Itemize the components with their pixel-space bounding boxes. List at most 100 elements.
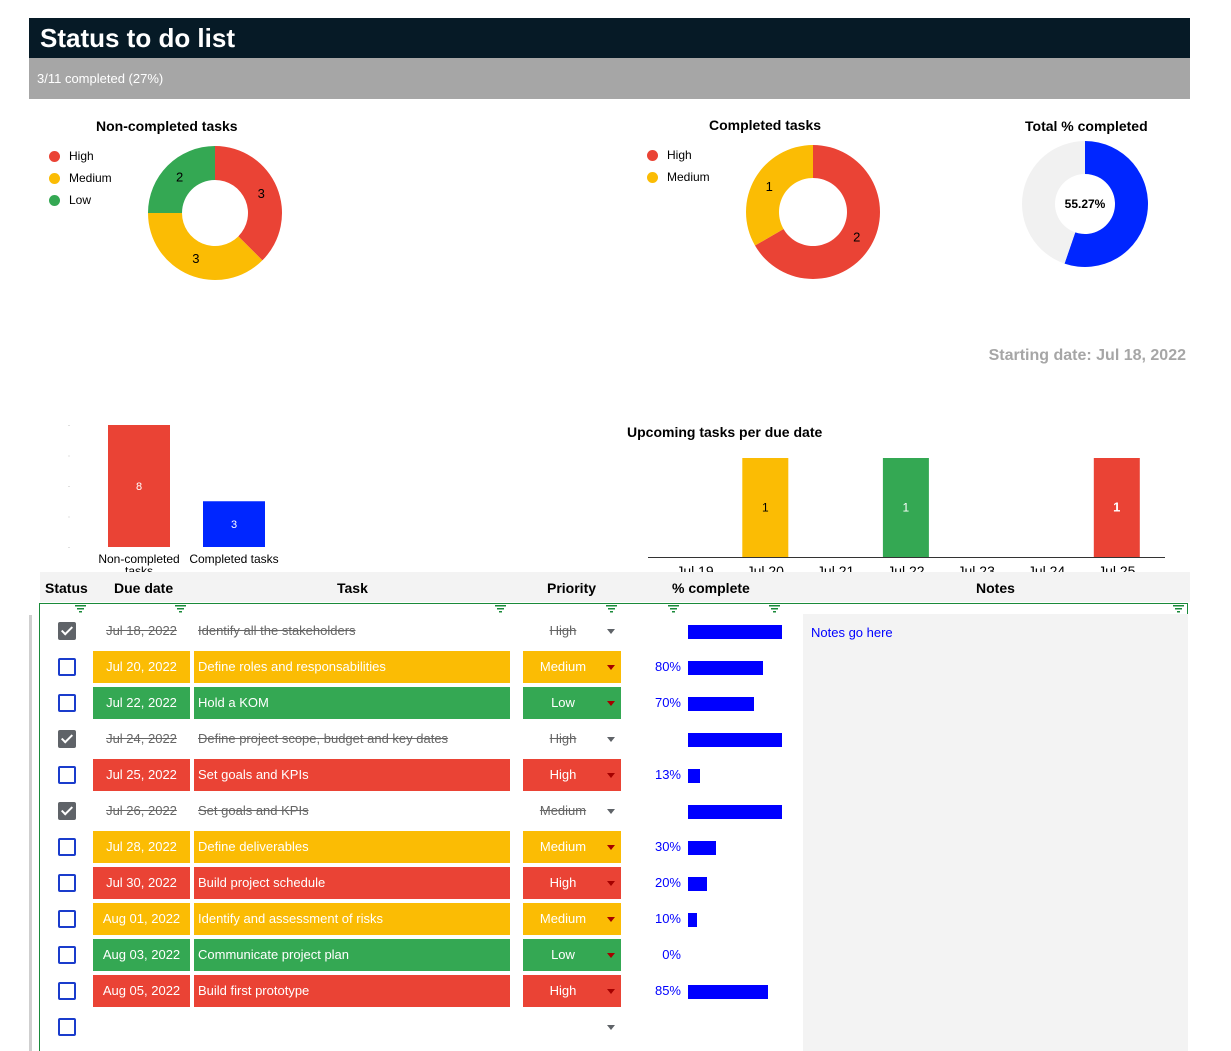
chevron-down-icon[interactable] bbox=[607, 809, 615, 814]
status-checkbox[interactable] bbox=[58, 910, 76, 928]
priority-dropdown[interactable]: Low bbox=[523, 939, 621, 971]
status-checkbox[interactable] bbox=[58, 766, 76, 784]
status-checkbox[interactable] bbox=[58, 658, 76, 676]
filter-icon[interactable] bbox=[175, 605, 186, 613]
progress-bar bbox=[688, 697, 754, 711]
due-date-cell[interactable]: Jul 28, 2022 bbox=[93, 831, 190, 863]
legend-item-medium: Medium bbox=[647, 166, 710, 188]
status-checkbox[interactable] bbox=[58, 946, 76, 964]
task-cell[interactable]: Hold a KOM bbox=[194, 687, 510, 719]
bar-value-label: 3 bbox=[231, 519, 237, 531]
percent-complete-value[interactable]: 13% bbox=[654, 767, 681, 782]
legend-label: High bbox=[69, 149, 94, 163]
priority-dropdown[interactable]: High bbox=[549, 623, 577, 638]
filter-icon[interactable] bbox=[1173, 605, 1184, 613]
priority-dropdown[interactable]: Medium bbox=[539, 803, 587, 818]
due-date-cell[interactable]: Jul 26, 2022 bbox=[106, 803, 177, 818]
progress-bar bbox=[688, 877, 707, 891]
task-cell[interactable]: Build first prototype bbox=[194, 975, 510, 1007]
percent-complete-value[interactable]: 20% bbox=[654, 875, 681, 890]
due-date-cell[interactable]: Jul 25, 2022 bbox=[93, 759, 190, 791]
task-cell[interactable]: Build project schedule bbox=[194, 867, 510, 899]
table-row: Jul 26, 2022 Set goals and KPIs Medium bbox=[40, 795, 800, 827]
priority-dropdown[interactable]: Medium bbox=[523, 903, 621, 935]
due-date-cell[interactable]: Jul 20, 2022 bbox=[93, 651, 190, 683]
priority-dropdown[interactable]: High bbox=[549, 731, 577, 746]
bar bbox=[1093, 458, 1140, 557]
chevron-down-icon[interactable] bbox=[607, 953, 615, 958]
slice-value-label: 1 bbox=[766, 179, 773, 194]
task-cell[interactable]: Define roles and responsabilities bbox=[194, 651, 510, 683]
status-checkbox[interactable] bbox=[58, 982, 76, 1000]
task-cell[interactable]: Communicate project plan bbox=[194, 939, 510, 971]
percent-complete-value[interactable]: 70% bbox=[654, 695, 681, 710]
notes-text[interactable]: Notes go here bbox=[811, 625, 893, 640]
task-cell[interactable]: Set goals and KPIs bbox=[198, 803, 309, 818]
chevron-down-icon[interactable] bbox=[607, 1025, 615, 1030]
donut-slice bbox=[746, 145, 813, 246]
progress-bar bbox=[688, 625, 782, 639]
due-date-cell[interactable]: Jul 22, 2022 bbox=[93, 687, 190, 719]
filter-icon[interactable] bbox=[606, 605, 617, 613]
legend-high-dot bbox=[647, 149, 658, 161]
due-date-cell[interactable]: Jul 24, 2022 bbox=[106, 731, 177, 746]
filter-icon[interactable] bbox=[668, 605, 679, 613]
legend-label: Medium bbox=[667, 170, 710, 184]
chevron-down-icon[interactable] bbox=[607, 989, 615, 994]
status-checkbox[interactable] bbox=[58, 730, 76, 748]
due-date-cell[interactable]: Jul 18, 2022 bbox=[106, 623, 177, 638]
filter-icon[interactable] bbox=[769, 605, 780, 613]
progress-bar bbox=[688, 805, 782, 819]
status-checkbox[interactable] bbox=[58, 802, 76, 820]
status-checkbox[interactable] bbox=[58, 874, 76, 892]
percent-complete-value[interactable]: 0% bbox=[662, 947, 681, 962]
chevron-down-icon[interactable] bbox=[607, 881, 615, 886]
priority-dropdown[interactable]: Medium bbox=[523, 831, 621, 863]
col-due-date-header: Due date bbox=[114, 580, 174, 596]
status-checkbox[interactable] bbox=[58, 838, 76, 856]
priority-dropdown[interactable]: High bbox=[523, 867, 621, 899]
task-cell[interactable]: Define project scope, budget and key dat… bbox=[198, 731, 449, 746]
chevron-down-icon[interactable] bbox=[607, 737, 615, 742]
chevron-down-icon[interactable] bbox=[607, 773, 615, 778]
status-checkbox[interactable] bbox=[58, 694, 76, 712]
legend-label: Medium bbox=[69, 171, 112, 185]
progress-bar bbox=[688, 985, 768, 999]
bar-value-label: 1 bbox=[762, 501, 769, 515]
task-cell[interactable]: Identify all the stakeholders bbox=[198, 623, 356, 638]
chevron-down-icon[interactable] bbox=[607, 845, 615, 850]
priority-dropdown[interactable]: High bbox=[523, 759, 621, 791]
category-label: Completed tasks bbox=[189, 552, 278, 566]
percent-complete-value[interactable]: 10% bbox=[654, 911, 681, 926]
priority-dropdown[interactable]: Medium bbox=[523, 651, 621, 683]
filter-icon[interactable] bbox=[495, 605, 506, 613]
status-checkbox[interactable] bbox=[58, 622, 76, 640]
notes-panel[interactable]: Notes go here bbox=[803, 614, 1188, 1051]
due-date-cell[interactable]: Aug 01, 2022 bbox=[93, 903, 190, 935]
percent-complete-value[interactable]: 85% bbox=[654, 983, 681, 998]
chevron-down-icon[interactable] bbox=[607, 629, 615, 634]
priority-dropdown[interactable]: Low bbox=[523, 687, 621, 719]
axis-tick bbox=[68, 516, 70, 518]
legend-medium-dot bbox=[647, 171, 658, 183]
completed-donut-chart: 21 bbox=[746, 145, 880, 279]
due-date-cell[interactable]: Aug 03, 2022 bbox=[93, 939, 190, 971]
task-cell[interactable]: Identify and assessment of risks bbox=[194, 903, 510, 935]
priority-dropdown[interactable]: High bbox=[523, 975, 621, 1007]
chevron-down-icon[interactable] bbox=[607, 665, 615, 670]
summary-bar: 3/11 completed (27%) bbox=[29, 58, 1190, 99]
task-cell[interactable]: Set goals and KPIs bbox=[194, 759, 510, 791]
task-cell[interactable]: Define deliverables bbox=[194, 831, 510, 863]
donut-slice bbox=[148, 213, 263, 280]
due-date-cell[interactable]: Aug 05, 2022 bbox=[93, 975, 190, 1007]
filter-icon[interactable] bbox=[75, 605, 86, 613]
status-checkbox[interactable] bbox=[58, 1018, 76, 1036]
percent-complete-value[interactable]: 80% bbox=[654, 659, 681, 674]
chevron-down-icon[interactable] bbox=[607, 701, 615, 706]
percent-complete-value[interactable]: 30% bbox=[654, 839, 681, 854]
table-row: Jul 30, 2022 Build project schedule High 20… bbox=[40, 867, 800, 899]
chevron-down-icon[interactable] bbox=[607, 917, 615, 922]
axis-tick bbox=[68, 486, 70, 487]
due-date-cell[interactable]: Jul 30, 2022 bbox=[93, 867, 190, 899]
